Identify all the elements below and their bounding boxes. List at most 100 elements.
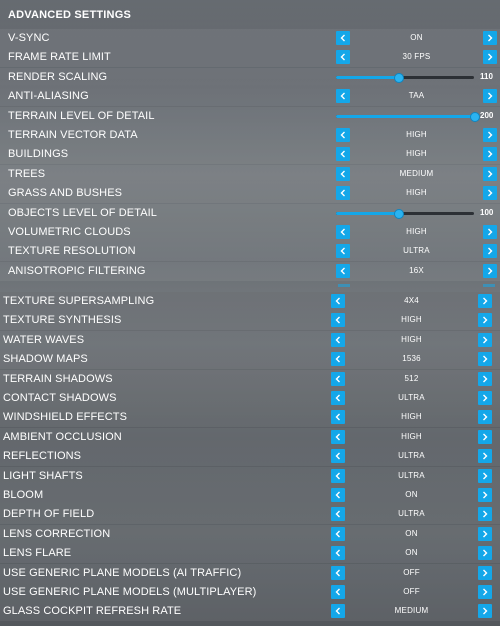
chevron-left-icon (335, 491, 340, 499)
next-option-button[interactable] (483, 244, 497, 259)
previous-option-button[interactable] (336, 186, 350, 201)
setting-label: WINDSHIELD EFFECTS (3, 411, 128, 424)
next-option-button[interactable] (478, 294, 492, 308)
next-option-button[interactable] (483, 31, 497, 45)
previous-option-button[interactable] (336, 89, 350, 104)
previous-option-button[interactable] (336, 147, 350, 162)
chevron-left-icon (340, 228, 345, 236)
setting-label: BUILDINGS (8, 148, 69, 161)
next-option-button[interactable] (478, 488, 492, 502)
setting-row-depth-of-field: DEPTH OF FIELD ULTRA (0, 505, 500, 525)
previous-option-button[interactable] (331, 585, 345, 599)
setting-value: HIGH (406, 149, 427, 159)
next-option-button[interactable] (478, 429, 492, 444)
chevron-right-icon (488, 131, 493, 139)
next-option-button[interactable] (483, 263, 497, 278)
previous-option-button[interactable] (331, 332, 345, 347)
previous-option-button[interactable] (331, 468, 345, 483)
previous-option-button[interactable] (336, 50, 350, 65)
slider-track[interactable] (336, 72, 474, 83)
next-option-button[interactable] (483, 147, 497, 162)
previous-option-button[interactable] (336, 31, 350, 45)
slider-track[interactable] (336, 208, 474, 219)
setting-value: HIGH (401, 412, 422, 422)
setting-value: ULTRA (403, 246, 430, 256)
advanced-settings-panel-top: ADVANCED SETTINGS V-SYNC ON FRAME RATE LIM… (0, 0, 500, 292)
next-option-button[interactable] (478, 585, 492, 599)
previous-option-button[interactable] (331, 429, 345, 444)
previous-option-button[interactable] (331, 371, 345, 386)
chevron-right-icon (483, 530, 488, 538)
previous-option-button[interactable] (336, 263, 350, 278)
chevron-right-icon (483, 297, 488, 305)
next-option-button[interactable] (478, 468, 492, 483)
slider-handle[interactable] (470, 111, 480, 122)
previous-option-button[interactable] (331, 352, 345, 367)
next-option-button[interactable] (478, 546, 492, 561)
chevron-right-icon (483, 355, 488, 363)
previous-option-button[interactable] (331, 526, 345, 541)
slider-track[interactable] (336, 111, 480, 122)
previous-option-button[interactable] (336, 225, 350, 239)
previous-option-button[interactable] (331, 488, 345, 502)
previous-option-button[interactable] (336, 166, 350, 181)
setting-row-lens-correction: LENS CORRECTION ON (0, 524, 500, 544)
next-option-button[interactable] (478, 371, 492, 386)
setting-label: OBJECTS LEVEL OF DETAIL (8, 206, 158, 219)
next-option-button[interactable] (478, 449, 492, 464)
setting-row-use-generic-plane-models-ai-traffic: USE GENERIC PLANE MODELS (AI TRAFFIC) OFF (0, 563, 500, 583)
next-option-button[interactable] (478, 313, 492, 328)
setting-row-terrain-vector-data: TERRAIN VECTOR DATA HIGH (0, 126, 500, 145)
previous-option-button[interactable] (331, 507, 345, 522)
previous-option-button[interactable] (331, 565, 345, 580)
chevron-right-icon (483, 491, 488, 499)
next-option-button[interactable] (478, 332, 492, 347)
next-option-button[interactable] (478, 604, 492, 619)
next-option-button[interactable] (478, 410, 492, 425)
setting-row-anisotropic-filtering: ANISOTROPIC FILTERING 16X (0, 261, 500, 281)
previous-option-button[interactable] (331, 294, 345, 308)
next-option-button[interactable] (478, 565, 492, 580)
next-option-button[interactable] (478, 507, 492, 522)
next-option-button[interactable] (478, 526, 492, 541)
chevron-right-icon (483, 452, 488, 460)
previous-option-button[interactable] (331, 604, 345, 619)
next-option-button[interactable] (483, 166, 497, 181)
slider-handle[interactable] (394, 72, 405, 83)
setting-value: 4X4 (404, 296, 419, 305)
previous-option-button[interactable] (336, 244, 350, 259)
next-option-button[interactable] (483, 186, 497, 201)
next-option-button[interactable] (483, 225, 497, 239)
next-option-button[interactable] (483, 128, 497, 142)
previous-option-button[interactable] (331, 313, 345, 328)
next-option-button[interactable] (478, 391, 492, 405)
previous-option-button[interactable] (331, 410, 345, 425)
setting-label: GLASS COCKPIT REFRESH RATE (3, 605, 182, 618)
chevron-right-icon (483, 588, 488, 596)
setting-value: HIGH (406, 188, 427, 198)
next-option-button[interactable] (483, 50, 497, 65)
previous-option-button[interactable] (331, 546, 345, 561)
setting-value: OFF (403, 587, 420, 596)
previous-option-button[interactable] (331, 449, 345, 464)
setting-value: MEDIUM (394, 606, 429, 616)
setting-label: ANISOTROPIC FILTERING (8, 264, 146, 277)
setting-label: TEXTURE SUPERSAMPLING (3, 295, 155, 307)
setting-value: OFF (403, 567, 420, 577)
chevron-right-icon (483, 549, 488, 557)
slider-value: 200 (480, 110, 494, 120)
next-option-button[interactable] (483, 89, 497, 104)
chevron-left-icon (335, 510, 340, 518)
setting-row-windshield-effects: WINDSHIELD EFFECTS HIGH (0, 408, 500, 428)
setting-label: TERRAIN LEVEL OF DETAIL (8, 109, 155, 122)
chevron-left-icon (335, 588, 340, 596)
chevron-left-icon (335, 355, 340, 363)
slider-handle[interactable] (394, 208, 405, 219)
previous-option-button[interactable] (331, 391, 345, 405)
setting-label: FRAME RATE LIMIT (8, 51, 111, 64)
previous-option-button[interactable] (336, 128, 350, 142)
next-option-button[interactable] (478, 352, 492, 367)
chevron-left-icon (335, 472, 340, 480)
chevron-right-icon (488, 92, 493, 100)
setting-label: GRASS AND BUSHES (8, 187, 123, 200)
